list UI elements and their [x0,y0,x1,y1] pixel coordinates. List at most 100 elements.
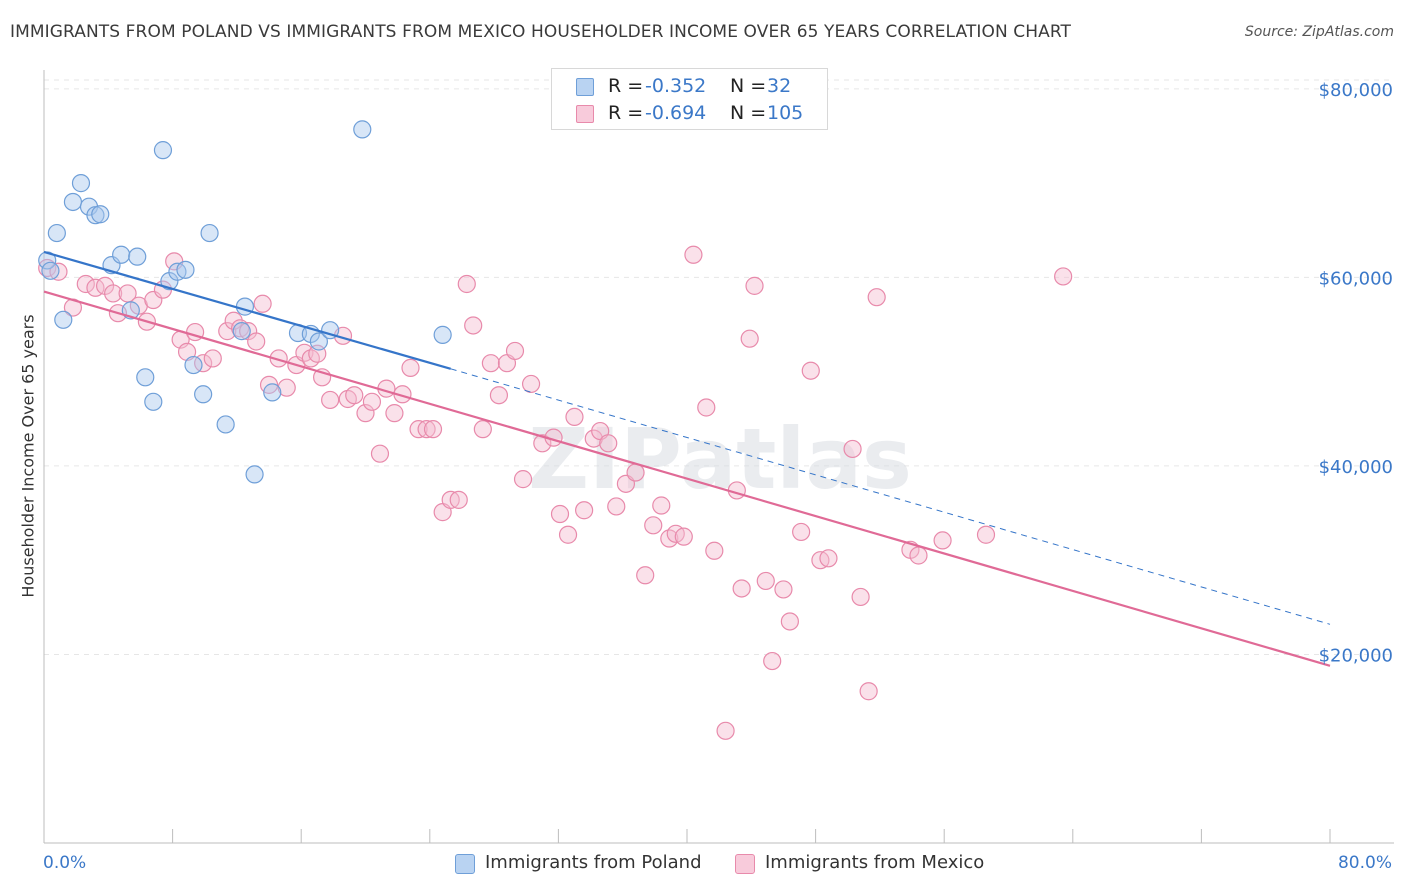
mexico-point [558,525,578,544]
mexico-point [626,463,645,482]
mexico-point [533,434,552,453]
mexico-point [933,531,952,550]
mexico-point [792,522,811,542]
poland-point [176,260,195,279]
mexico-point [550,504,570,524]
mexico-point [851,587,870,607]
mexico-point [401,358,420,377]
poland-point [112,245,131,264]
mexico-points [38,245,1073,740]
mexico-point [716,721,735,740]
y-tick-label: $80,000 [1319,80,1393,101]
poland-point [136,368,155,387]
mexico-point [203,349,222,368]
mexico-point [607,497,626,516]
chart-title: IMMIGRANTS FROM POLAND VS IMMIGRANTS FRO… [10,22,1072,42]
mexico-point [481,354,500,373]
mexico-point [756,571,775,591]
poland-point [309,332,328,351]
mexico-point [38,258,57,278]
poland-point [235,297,255,316]
mexico-point [1054,267,1073,286]
poland-point [433,325,452,344]
mexico-point [636,566,655,585]
mexico-point [321,390,340,410]
poland-legend-label: Immigrants from Poland [485,852,702,873]
mexico-point [277,378,296,397]
poland-point [128,247,147,266]
mexico-point [362,392,382,411]
mexico-n-value: 105 [767,102,804,124]
mexico-r-value: -0.694 [645,102,707,124]
mexico-point [867,288,886,307]
mexico-point [909,546,928,565]
poland-point [153,141,173,160]
mexico-point [819,549,838,568]
mexico-point [76,274,95,294]
mexico-point [774,580,793,599]
poland-n-label: N = [730,75,767,97]
mexico-point [843,439,862,459]
mexico-point [464,316,483,335]
poland-point [353,120,372,139]
poland-point [216,415,235,434]
poland-r-value: -0.352 [645,75,707,97]
mexico-point [599,434,618,453]
mexico-point [976,525,996,544]
poland-point [91,205,110,224]
trend-lines [43,250,1331,667]
mexico-trend-line [43,290,1331,667]
poland-points [38,120,452,484]
mexico-point [521,374,541,394]
mexico-point [489,386,509,405]
mexico-point [104,284,123,303]
mexico-point [247,332,266,351]
poland-point [200,223,219,243]
mexico-point [697,398,716,417]
poland-point [47,223,66,243]
correlation-legend: R = -0.352 N = 32 R = -0.694 N = 105 [551,68,828,130]
mexico-legend-swatch [735,854,755,874]
mexico-point [473,420,492,439]
mexico-point [417,420,436,439]
y-tick-label: $20,000 [1319,645,1393,666]
mexico-swatch [576,105,594,123]
mexico-point [780,612,799,631]
poland-trend-extension [450,368,1331,625]
poland-point [245,465,264,484]
mexico-point [449,490,468,509]
poland-point [263,383,282,402]
poland-point [63,192,83,212]
poland-point [41,261,60,280]
mexico-point [763,651,782,671]
mexico-point [740,329,759,348]
mexico-point [705,541,724,560]
poland-point [232,322,251,341]
mexico-point [644,516,663,535]
grid-lines [44,79,1394,655]
mexico-point [745,276,764,295]
poland-r-label: R = [608,75,644,97]
mexico-point [684,245,703,264]
mexico-point [732,579,751,598]
mexico-legend-label: Immigrants from Mexico [765,852,985,873]
mexico-point [356,404,375,423]
mexico-r-label: R = [608,102,644,124]
poland-point [144,392,163,411]
mexico-point [505,341,525,361]
poland-point [71,174,91,193]
poland-point [194,385,213,404]
poland-swatch [576,78,594,96]
mexico-point [652,496,671,515]
y-tick-label: $40,000 [1319,457,1393,478]
axes [43,70,1394,844]
mexico-n-label: N = [730,102,767,124]
mexico-point [370,444,390,463]
mexico-point [674,527,693,546]
mexico-point [457,274,476,294]
mexico-point [801,361,820,380]
mexico-point [385,404,404,423]
poland-point [54,310,73,329]
mexico-point [513,470,533,489]
y-tick-label: $60,000 [1319,268,1393,289]
